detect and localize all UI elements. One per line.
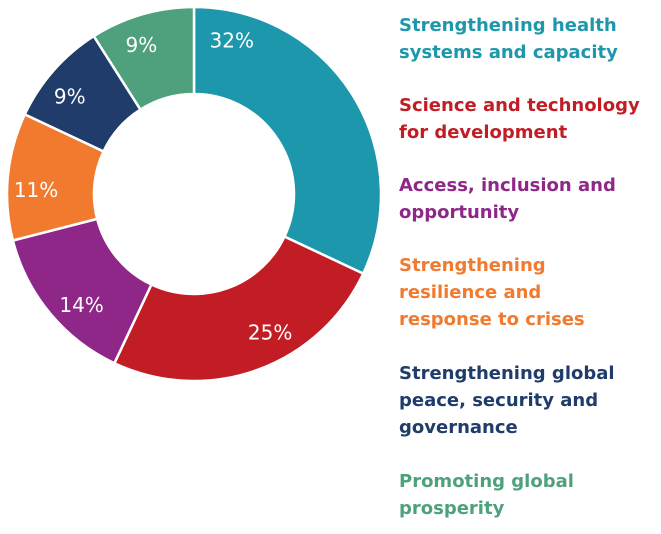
data-label-peace-security: 9%	[54, 84, 86, 108]
legend-item-science-technology: Science and technology for development	[399, 95, 640, 143]
legend-item-resilience-crises: Strengthening resilience and response to…	[399, 255, 585, 330]
slice-global-prosperity	[92, 5, 196, 112]
legend-item-peace-security: Strengthening global peace, security and…	[399, 363, 615, 438]
legend-item-global-prosperity: Promoting global prosperity	[399, 471, 574, 519]
slice-health-systems	[192, 5, 383, 276]
data-label-health-systems: 32%	[210, 29, 254, 53]
data-label-global-prosperity: 9%	[126, 33, 158, 57]
data-label-access-inclusion: 14%	[59, 293, 103, 317]
legend-item-health-systems: Strengthening health systems and capacit…	[399, 15, 618, 63]
data-label-resilience-crises: 11%	[14, 178, 58, 202]
data-label-science-technology: 25%	[248, 320, 292, 344]
slice-science-technology	[112, 234, 365, 383]
donut-chart: 32% 25% 14% 11% 9% 9%	[5, 5, 383, 383]
legend-item-access-inclusion: Access, inclusion and opportunity	[399, 175, 616, 223]
